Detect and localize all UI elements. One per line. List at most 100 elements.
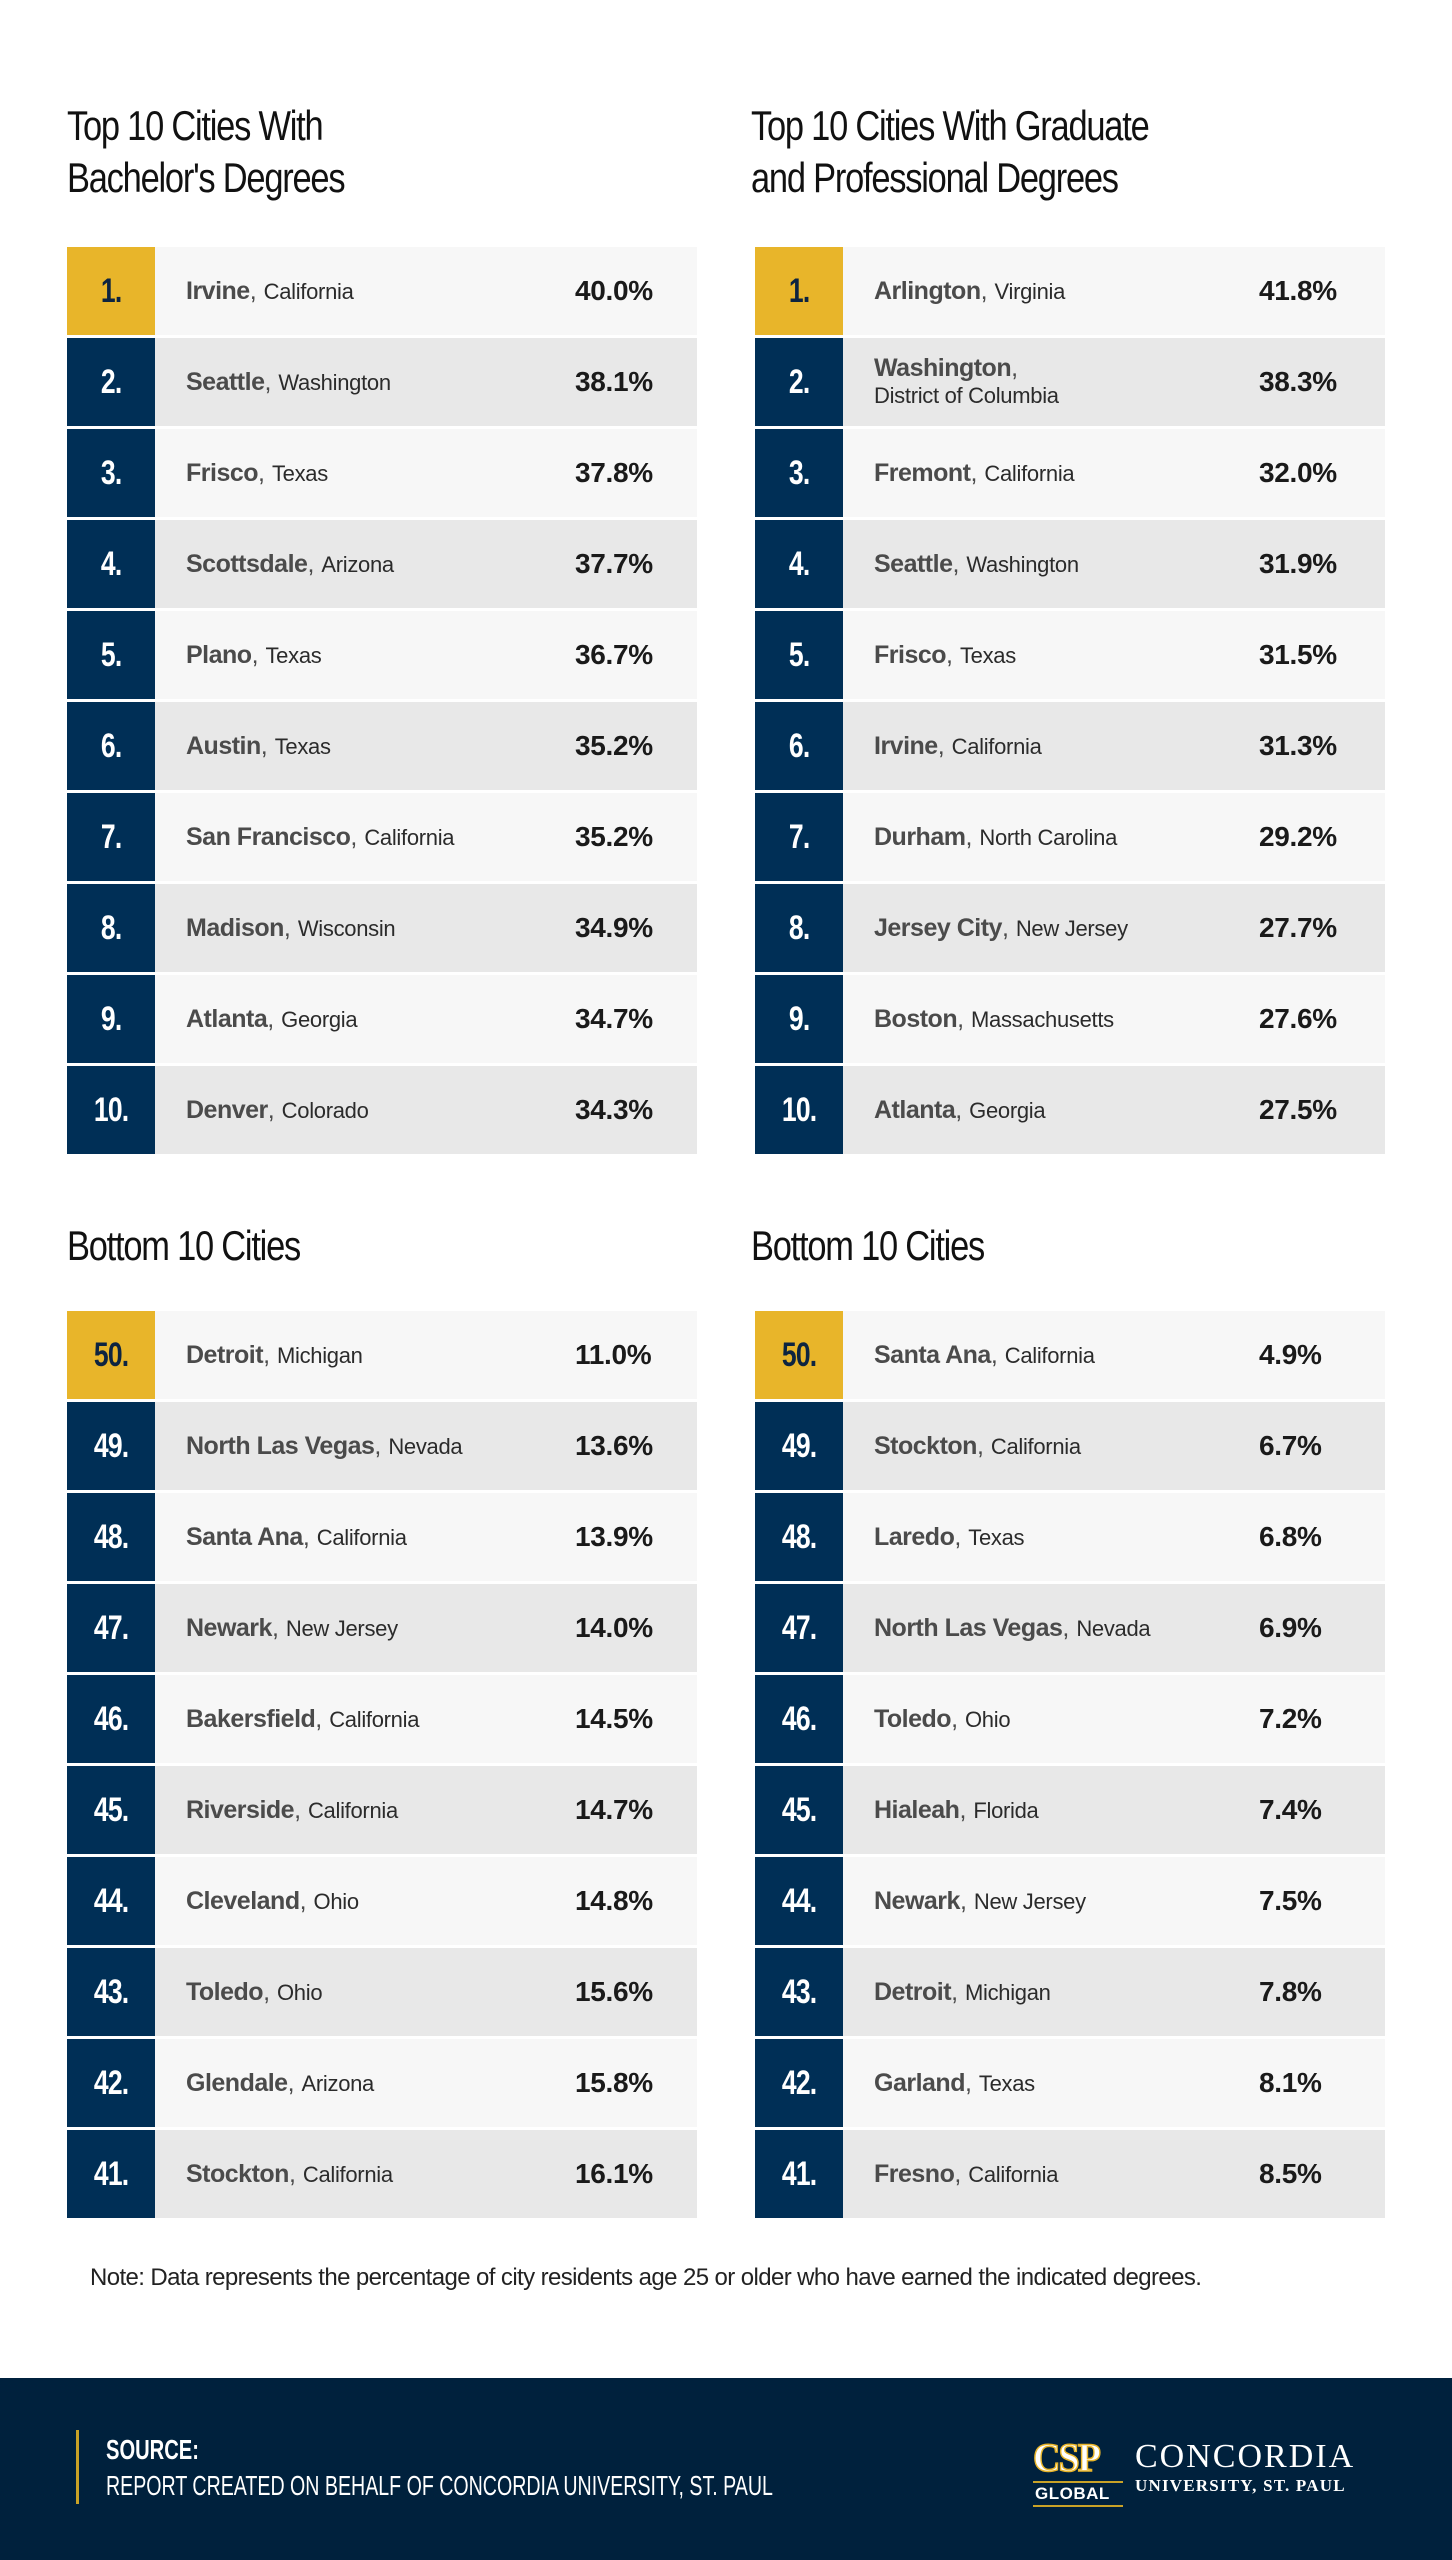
- separator: ,: [307, 549, 322, 578]
- separator: ,: [970, 458, 985, 487]
- separator: ,: [957, 1004, 972, 1033]
- separator: ,: [251, 640, 266, 669]
- state-name: Georgia: [281, 1006, 358, 1032]
- percent-value: 8.1%: [1259, 2067, 1322, 2098]
- city-name: Irvine: [186, 276, 250, 305]
- place-label: Seattle, Washington: [186, 368, 391, 397]
- table-row: 2. Washington, District of Columbia 38.3%: [755, 338, 1385, 426]
- state-name: Texas: [978, 2070, 1035, 2096]
- city-name: Stockton: [874, 1431, 977, 1460]
- logo-global-label: GLOBAL: [1035, 2484, 1110, 2503]
- source-text: REPORT CREATED ON BEHALF OF CONCORDIA UN…: [106, 2470, 773, 2501]
- separator: ,: [299, 1886, 314, 1915]
- rank-badge: 8.: [67, 884, 155, 972]
- graduate-title-line1: Top 10 Cities With Graduate: [751, 102, 1150, 149]
- place-label: Newark, New Jersey: [186, 1614, 398, 1643]
- rank-badge: 3.: [67, 429, 155, 517]
- rank-number: 5.: [788, 635, 810, 674]
- rank-number: 47.: [781, 1608, 817, 1647]
- percent-value: 41.8%: [1259, 275, 1337, 306]
- rank-number: 44.: [781, 1881, 817, 1920]
- row-body: Atlanta, Georgia 34.7%: [155, 975, 697, 1063]
- row-body: Newark, New Jersey 7.5%: [843, 1857, 1385, 1945]
- place-label: Detroit, Michigan: [186, 1341, 363, 1370]
- state-name: Michigan: [276, 1342, 363, 1368]
- row-body: Denver, Colorado 34.3%: [155, 1066, 697, 1154]
- table-row: 49. Stockton, California 6.7%: [755, 1402, 1385, 1490]
- city-name: North Las Vegas: [186, 1431, 375, 1460]
- rank-number: 46.: [93, 1699, 129, 1738]
- percent-value: 6.9%: [1259, 1612, 1322, 1643]
- percent-value: 13.9%: [575, 1521, 653, 1552]
- city-name: Hialeah: [874, 1795, 960, 1824]
- table-row: 49. North Las Vegas, Nevada 13.6%: [67, 1402, 697, 1490]
- place-label: North Las Vegas, Nevada: [186, 1431, 463, 1461]
- table-row: 5. Frisco, Texas 31.5%: [755, 611, 1385, 699]
- city-name: Denver: [186, 1095, 268, 1124]
- state-name: Ohio: [964, 1706, 1011, 1732]
- rank-number: 45.: [93, 1790, 129, 1829]
- separator: ,: [260, 731, 275, 760]
- row-body: Garland, Texas 8.1%: [843, 2039, 1385, 2127]
- city-name: Washington: [874, 354, 1012, 382]
- rank-number: 10.: [781, 1090, 817, 1129]
- percent-value: 16.1%: [575, 2158, 653, 2189]
- rank-number: 45.: [781, 1790, 817, 1829]
- city-name: Scottsdale: [186, 549, 308, 578]
- table-row: 9. Boston, Massachusetts 27.6%: [755, 975, 1385, 1063]
- row-body: Seattle, Washington 38.1%: [155, 338, 697, 426]
- place-label: Madison, Wisconsin: [186, 914, 396, 943]
- graduate-title-line2: and Professional Degrees: [751, 154, 1119, 201]
- rank-number: 42.: [781, 2063, 817, 2102]
- state-name: Colorado: [281, 1097, 369, 1123]
- row-body: Detroit, Michigan 7.8%: [843, 1948, 1385, 2036]
- state-name: California: [316, 1524, 407, 1550]
- graduate-table: 1. Arlington, Virginia 41.8% 2. Washingt…: [755, 247, 1385, 1157]
- percent-value: 35.2%: [575, 730, 653, 761]
- table-row: 46. Bakersfield, California 14.5%: [67, 1675, 697, 1763]
- separator: ,: [946, 640, 960, 669]
- table-row: 8. Madison, Wisconsin 34.9%: [67, 884, 697, 972]
- rank-badge: 7.: [67, 793, 155, 881]
- bachelors-table: 1. Irvine, California 40.0% 2. Seattle, …: [67, 247, 697, 1157]
- state-name: Ohio: [313, 1888, 360, 1914]
- city-name: Detroit: [874, 1977, 952, 2006]
- percent-value: 38.1%: [575, 366, 653, 397]
- percent-value: 31.9%: [1259, 548, 1337, 579]
- rank-number: 9.: [100, 999, 122, 1038]
- rank-number: 6.: [788, 726, 810, 765]
- row-body: North Las Vegas, Nevada 6.9%: [843, 1584, 1385, 1672]
- place-label: Denver, Colorado: [186, 1096, 369, 1125]
- rank-number: 48.: [781, 1517, 817, 1556]
- rank-badge: 45.: [755, 1766, 843, 1854]
- rank-number: 1.: [100, 271, 122, 310]
- bottom-bachelors-title: Bottom 10 Cities: [67, 1222, 301, 1269]
- place-label: Irvine, California: [874, 732, 1042, 761]
- row-body: Toledo, Ohio 15.6%: [155, 1948, 697, 2036]
- separator: ,: [952, 549, 967, 578]
- place-label: Frisco, Texas: [186, 459, 328, 488]
- city-name: Bakersfield: [186, 1704, 316, 1733]
- place-label: Boston, Massachusetts: [874, 1005, 1114, 1034]
- place-label: Fresno, California: [874, 2160, 1059, 2189]
- rank-number: 49.: [93, 1426, 129, 1465]
- city-name: Seattle: [186, 367, 265, 396]
- rank-number: 48.: [93, 1517, 129, 1556]
- state-name: Washington: [966, 551, 1079, 577]
- rank-badge: 4.: [755, 520, 843, 608]
- row-body: Washington, District of Columbia 38.3%: [843, 338, 1385, 426]
- state-name: New Jersey: [1015, 915, 1128, 941]
- separator: ,: [263, 1977, 277, 2006]
- rank-number: 4.: [100, 544, 122, 583]
- footnote: Note: Data represents the percentage of …: [90, 2264, 1202, 2291]
- row-body: Newark, New Jersey 14.0%: [155, 1584, 697, 1672]
- place-label: Garland, Texas: [874, 2069, 1035, 2098]
- row-body: Riverside, California 14.7%: [155, 1766, 697, 1854]
- state-name: Texas: [265, 642, 322, 668]
- separator: ,: [258, 458, 272, 487]
- state-name: California: [302, 2161, 393, 2187]
- place-label: Santa Ana, California: [874, 1341, 1095, 1370]
- row-body: Fremont, California 32.0%: [843, 429, 1385, 517]
- source-accent-bar: [76, 2430, 79, 2504]
- logo-university-sub: UNIVERSITY, ST. PAUL: [1135, 2476, 1346, 2495]
